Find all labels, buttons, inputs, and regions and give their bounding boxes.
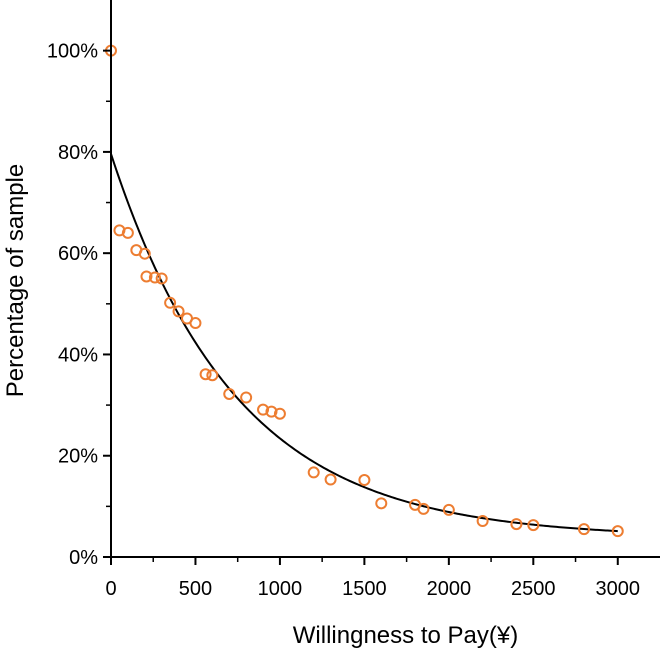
data-point (257, 403, 270, 416)
axes-layer (110, 0, 660, 558)
y-tick-label: 40% (58, 344, 98, 366)
data-point (155, 272, 168, 285)
data-point (240, 391, 253, 404)
data-point (172, 305, 185, 318)
data-point (148, 271, 161, 284)
data-point (324, 473, 337, 486)
data-point (510, 518, 523, 531)
data-point (265, 405, 278, 418)
data-point (442, 503, 455, 516)
x-axis-title: Willingness to Pay(¥) (293, 622, 518, 649)
data-point (223, 387, 236, 400)
y-ticks: 0% 20% 40% 60% 80% 100% (47, 41, 111, 569)
data-point (375, 497, 388, 510)
x-tick-label: 1000 (258, 578, 303, 600)
data-point (358, 474, 371, 487)
data-point (199, 368, 212, 381)
data-point (611, 525, 624, 538)
y-tick-label: 80% (58, 142, 98, 164)
x-tick-label: 2000 (427, 578, 472, 600)
data-point (189, 317, 202, 330)
data-point (206, 369, 219, 382)
fit-curve (110, 153, 618, 533)
data-point (527, 519, 540, 532)
x-tick-label: 2500 (511, 578, 556, 600)
data-point (476, 515, 489, 528)
x-tick-label: 3000 (596, 578, 641, 600)
y-tick-label: 20% (58, 446, 98, 468)
fit-curve-layer (110, 153, 618, 533)
data-point (577, 523, 590, 536)
data-point (417, 502, 430, 515)
y-tick-label: 60% (58, 243, 98, 265)
data-point (307, 466, 320, 479)
y-tick-label: 0% (69, 547, 98, 569)
data-point (138, 247, 151, 260)
x-tick-label: 0 (105, 578, 116, 600)
data-point (164, 296, 177, 309)
data-point (121, 226, 134, 239)
x-tick-label: 500 (179, 578, 212, 600)
data-point (273, 407, 286, 420)
data-point (140, 270, 153, 283)
x-tick-label: 1500 (342, 578, 387, 600)
x-ticks: 0 500 1000 1500 2000 2500 3000 (105, 557, 640, 600)
points-layer (105, 44, 624, 538)
y-axis-title: Percentage of sample (2, 164, 29, 397)
y-tick-label: 100% (47, 41, 98, 63)
